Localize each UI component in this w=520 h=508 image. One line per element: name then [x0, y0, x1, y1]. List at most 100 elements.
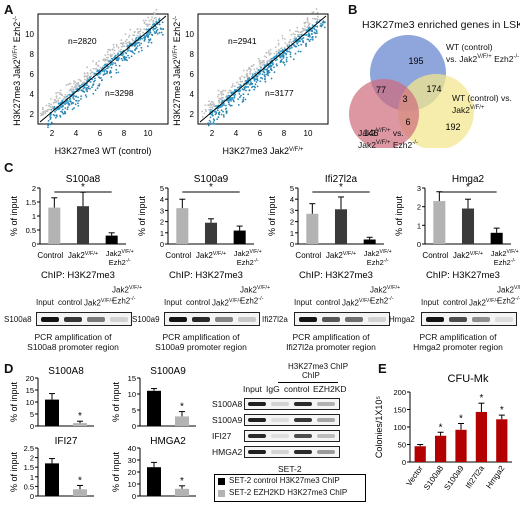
scatter-point	[211, 106, 214, 109]
y-tick-label: 0	[32, 240, 36, 249]
scatter-point	[273, 56, 275, 59]
scatter-point	[217, 112, 220, 114]
d-gel-image	[244, 398, 340, 410]
scatter-point	[229, 104, 232, 107]
scatter-point	[256, 85, 259, 88]
gel-band	[368, 317, 386, 322]
scatter-point	[71, 85, 73, 88]
scatter-point	[253, 79, 256, 82]
y-tick-label: 4	[190, 90, 195, 99]
scatter-point	[136, 34, 139, 37]
scatter-point	[146, 25, 149, 28]
venn-label-yellow: WT (control) vs. Jak2V/F/+	[452, 93, 512, 115]
chart-c-ifi27l2a: Ifi27l2a 0 1 2 3 4 5 % of input * Control Jak2V/F/…	[267, 174, 392, 281]
gel-band	[294, 434, 312, 438]
y-tick-label: 2.5	[24, 444, 34, 453]
scatter-point	[269, 48, 272, 51]
scatter-point	[254, 72, 257, 75]
scatter-point	[227, 94, 230, 97]
scatter-point	[84, 78, 86, 81]
scatter-point	[255, 81, 258, 83]
scatter-point	[303, 22, 306, 25]
scatter-point	[73, 80, 75, 82]
scatter-point	[110, 66, 113, 69]
scatter-point	[81, 83, 83, 86]
category-label: Ezh2-/-	[237, 258, 259, 267]
scatter-point	[128, 34, 131, 37]
category-label: Control	[422, 251, 448, 260]
x-tick-label: 4	[74, 129, 79, 138]
scatter-point	[320, 25, 323, 28]
y-tick-label: 2	[30, 110, 35, 119]
scatter-point	[281, 53, 284, 56]
x-tick-label: 2	[50, 129, 55, 138]
scatter-point	[308, 32, 310, 35]
chart-d-ifi27: IFI27 00.511.522.5 % of input *	[9, 436, 94, 501]
scatter-point	[89, 87, 91, 90]
scatter-point	[162, 28, 165, 30]
scatter-point	[264, 78, 266, 81]
scatter-point	[270, 69, 273, 72]
gel-header-control: control	[316, 298, 341, 307]
scatter-point	[222, 89, 225, 92]
scatter-point	[92, 84, 94, 86]
scatter-point	[87, 85, 90, 88]
scatter-point	[96, 70, 98, 72]
chip-label: ChIP: H3K27me3	[169, 270, 243, 281]
scatter-point	[94, 68, 97, 70]
scatter-point	[111, 48, 114, 51]
scatter-point	[220, 92, 222, 94]
y-tick-label: 2	[417, 203, 421, 212]
scatter-point	[263, 74, 266, 76]
scatter-point	[68, 102, 70, 105]
scatter-point	[155, 16, 157, 19]
scatter-point	[139, 28, 142, 31]
y-tick-label: 40	[128, 444, 136, 453]
scatter-point	[315, 21, 318, 24]
scatter-point	[92, 60, 94, 63]
scatter-point	[102, 58, 105, 61]
scatter-point	[266, 67, 269, 69]
gel-caption-line1: PCR amplification of	[34, 332, 112, 342]
scatter-point	[249, 70, 251, 73]
scatter-point	[243, 76, 246, 79]
scatter-point	[47, 126, 49, 129]
scatter-point	[58, 103, 60, 105]
gel-header-jak2: Jak2V/F/+	[342, 298, 373, 308]
scatter-point	[263, 60, 265, 62]
scatter-point	[48, 102, 50, 105]
scatter-point	[69, 100, 72, 102]
scatter-point	[212, 121, 215, 123]
scatter-point	[241, 101, 244, 103]
scatter-point	[273, 66, 275, 69]
scatter-point	[95, 61, 98, 64]
scatter-point	[263, 71, 266, 74]
scatter-point	[44, 110, 46, 113]
gel-band	[248, 434, 266, 438]
y-tick-label: 5	[132, 406, 136, 415]
category-label: Control	[165, 251, 191, 260]
scatter-point	[268, 54, 271, 56]
scatter-point	[286, 43, 289, 46]
scatter-point	[117, 71, 120, 74]
scatter-point	[249, 73, 252, 75]
scatter-point	[133, 52, 136, 55]
panel-letter-d: D	[4, 361, 14, 376]
scatter-point	[253, 78, 256, 80]
scatter-point	[114, 62, 117, 65]
scatter-point	[121, 53, 123, 56]
significance-star: *	[209, 182, 213, 193]
gel-band	[87, 317, 105, 322]
chart-c-hmga2: Hmga2 0 1 2 3 % of input * Control Jak2V/F/+ Jak2…	[394, 174, 519, 281]
scatter-point	[244, 79, 247, 82]
scatter-point	[292, 40, 295, 43]
scatter-point	[241, 80, 244, 83]
gel-caption: PCR amplification of S100a9 promoter regi…	[140, 332, 262, 352]
scatter-point	[61, 99, 64, 102]
chart-title: Hmga2	[452, 174, 485, 185]
gel-gene-label: S100a8	[4, 315, 32, 324]
scatter-point	[280, 47, 282, 50]
scatter-point	[216, 118, 219, 121]
scatter-point	[107, 53, 109, 56]
scatter-point	[62, 98, 65, 100]
